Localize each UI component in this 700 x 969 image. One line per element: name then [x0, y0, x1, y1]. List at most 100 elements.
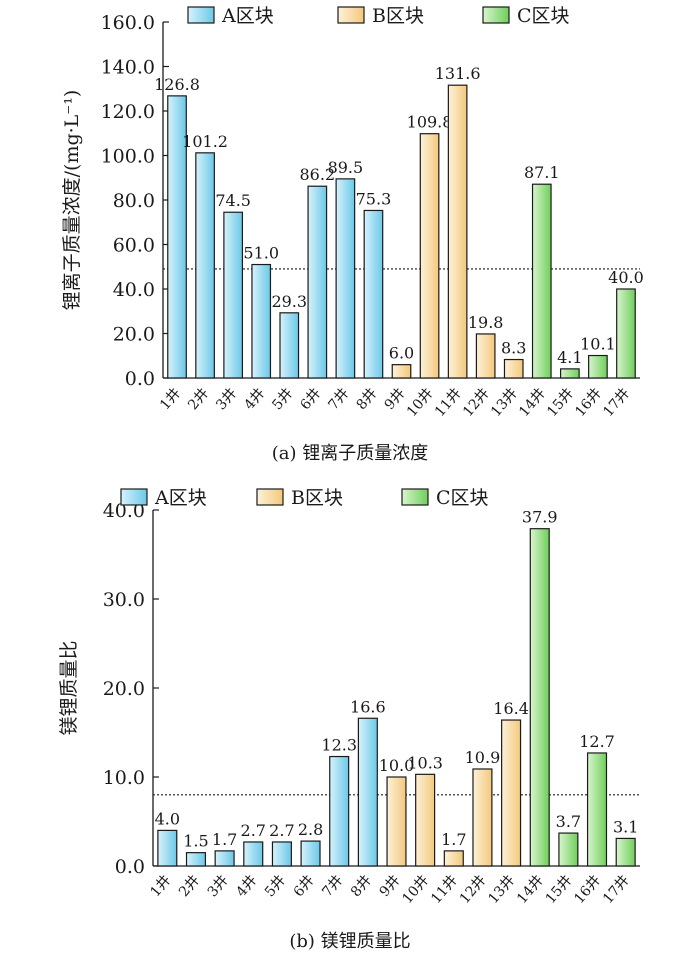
category-label: 11井 [428, 872, 461, 907]
value-label: 10.9 [465, 748, 501, 767]
bar-8井 [363, 209, 384, 379]
caption-b: (b) 镁锂质量比 [289, 931, 411, 952]
category-label: 14井 [514, 872, 547, 907]
bar-1井 [157, 829, 178, 867]
category-label: 5井 [262, 872, 289, 900]
category-label: 12井 [457, 872, 490, 907]
category-label: 7井 [319, 872, 346, 900]
value-label: 19.8 [468, 313, 504, 332]
category-label: 1井 [147, 872, 174, 900]
value-label: 1.7 [212, 830, 237, 849]
value-label: 131.6 [435, 64, 481, 83]
y-tick-label: 120.0 [101, 101, 155, 123]
category-label: 10井 [399, 872, 432, 907]
y-tick-label: 60.0 [113, 235, 155, 257]
category-label: 5井 [269, 385, 296, 413]
value-label: 12.7 [579, 732, 615, 751]
value-label: 10.3 [407, 753, 443, 772]
value-label: 86.2 [300, 165, 336, 184]
bar-3井 [214, 850, 235, 867]
legend-label-B: B区块 [372, 5, 424, 27]
bar-10井 [419, 133, 440, 379]
y-tick-label: 20.0 [103, 678, 145, 700]
bar-11井 [443, 850, 464, 867]
value-label: 51.0 [243, 244, 279, 263]
legend-label-B: B区块 [291, 487, 343, 509]
value-label: 75.3 [356, 189, 392, 208]
category-label: 2井 [176, 872, 203, 900]
bar-13井 [501, 719, 522, 867]
category-label: 1井 [157, 385, 184, 413]
chart-panel-b: 0.010.020.030.040.0镁锂质量比4.01井1.52井1.73井2… [58, 487, 640, 907]
legend-swatch-C [482, 6, 510, 24]
value-label: 126.8 [154, 75, 200, 94]
legend-swatch-B [256, 488, 284, 506]
category-label: 4井 [233, 872, 260, 900]
value-label: 37.9 [522, 508, 558, 527]
category-label: 4井 [241, 385, 268, 413]
y-tick-label: 160.0 [101, 12, 155, 34]
bar-10井 [415, 773, 436, 867]
y-tick-label: 40.0 [113, 279, 155, 301]
legend-swatch-C [401, 488, 429, 506]
bar-4井 [251, 263, 272, 379]
y-tick-label: 140.0 [101, 57, 155, 79]
category-label: 15井 [544, 385, 577, 420]
value-label: 2.8 [298, 820, 323, 839]
y-tick-label: 0.0 [125, 368, 155, 390]
bar-16井 [588, 354, 608, 379]
legend-swatch-A [187, 6, 215, 24]
value-label: 8.3 [501, 339, 526, 358]
bar-15井 [559, 368, 580, 379]
category-label: 8井 [348, 872, 375, 900]
y-tick-label: 80.0 [113, 190, 155, 212]
bar-2井 [195, 152, 215, 379]
value-label: 12.3 [321, 736, 357, 755]
legend-swatch-B [337, 6, 365, 24]
category-label: 17井 [600, 872, 633, 907]
category-label: 3井 [205, 872, 232, 900]
category-label: 15井 [543, 872, 576, 907]
legend-label-C: C区块 [436, 487, 489, 509]
category-label: 10井 [404, 385, 437, 420]
value-label: 16.6 [350, 697, 386, 716]
category-label: 17井 [600, 385, 633, 420]
bar-8井 [357, 717, 378, 867]
value-label: 101.2 [182, 132, 228, 151]
bar-12井 [472, 768, 493, 867]
category-label: 16井 [572, 385, 605, 420]
value-label: 3.1 [613, 817, 638, 836]
bar-7井 [329, 755, 350, 867]
value-label: 74.5 [215, 191, 251, 210]
bar-14井 [529, 528, 550, 867]
value-label: 4.1 [557, 348, 582, 367]
y-tick-label: 100.0 [101, 146, 155, 168]
value-label: 109.8 [407, 113, 453, 132]
bar-4井 [243, 841, 264, 867]
bar-15井 [558, 832, 579, 867]
category-label: 16井 [571, 872, 604, 907]
bar-12井 [475, 333, 496, 379]
bar-9井 [386, 776, 407, 867]
bar-5井 [279, 312, 300, 379]
category-label: 13井 [485, 872, 518, 907]
category-label: 8井 [354, 385, 381, 413]
legend-label-A: A区块 [154, 487, 207, 509]
category-label: 2井 [185, 385, 212, 413]
bar-3井 [223, 211, 244, 379]
value-label: 2.7 [241, 821, 266, 840]
bar-9井 [391, 364, 412, 379]
category-label: 3井 [213, 385, 240, 413]
bar-17井 [615, 837, 636, 867]
bar-16井 [586, 752, 608, 867]
value-label: 40.0 [608, 268, 644, 287]
y-tick-label: 30.0 [103, 589, 145, 611]
bar-1井 [167, 95, 187, 379]
value-label: 1.5 [183, 832, 208, 851]
category-label: 6井 [291, 872, 318, 900]
value-label: 89.5 [328, 158, 364, 177]
value-label: 87.1 [524, 163, 560, 182]
y-tick-label: 0.0 [115, 856, 145, 878]
value-label: 3.7 [556, 812, 581, 831]
